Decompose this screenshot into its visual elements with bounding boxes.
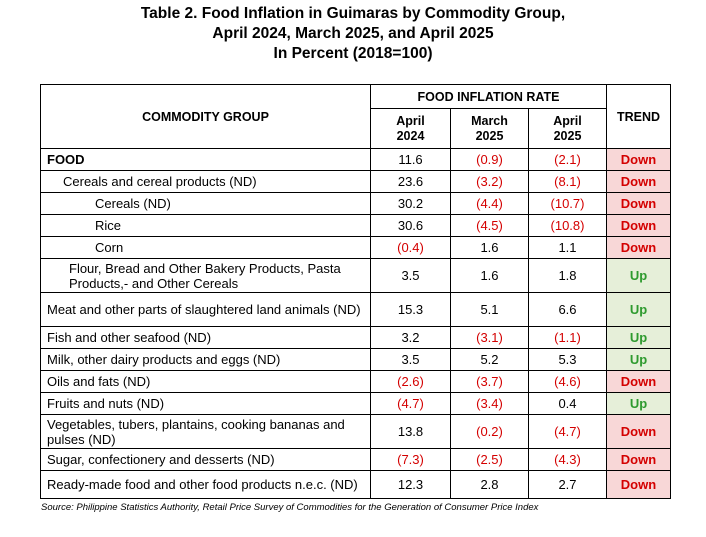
commodity-label: Cereals (ND) xyxy=(40,192,371,215)
value-april-2024: 15.3 xyxy=(370,292,451,327)
commodity-label: Fruits and nuts (ND) xyxy=(40,392,371,415)
value-april-2024: 12.3 xyxy=(370,470,451,499)
value-april-2025: 5.3 xyxy=(528,348,607,371)
value-march-2025: 2.8 xyxy=(450,470,529,499)
value-march-2025: (3.7) xyxy=(450,370,529,393)
value-april-2024: (4.7) xyxy=(370,392,451,415)
trend-badge: Down xyxy=(606,414,671,449)
value-march-2025: (3.2) xyxy=(450,170,529,193)
value-march-2025: (0.2) xyxy=(450,414,529,449)
value-april-2024: 30.2 xyxy=(370,192,451,215)
table-row: Cereals (ND) 30.2 (4.4) (10.7) Down xyxy=(40,192,671,215)
trend-badge: Down xyxy=(606,214,671,237)
commodity-label: Meat and other parts of slaughtered land… xyxy=(40,292,371,327)
commodity-label: Corn xyxy=(40,236,371,259)
trend-badge: Up xyxy=(606,392,671,415)
table-row: Milk, other dairy products and eggs (ND)… xyxy=(40,348,671,371)
trend-badge: Down xyxy=(606,192,671,215)
value-april-2025: 1.1 xyxy=(528,236,607,259)
commodity-label: Flour, Bread and Other Bakery Products, … xyxy=(40,258,371,293)
value-march-2025: (2.5) xyxy=(450,448,529,471)
value-april-2025: (4.7) xyxy=(528,414,607,449)
trend-badge: Down xyxy=(606,470,671,499)
title-line-3: In Percent (2018=100) xyxy=(273,45,433,62)
trend-badge: Up xyxy=(606,258,671,293)
trend-badge: Up xyxy=(606,348,671,371)
trend-badge: Down xyxy=(606,448,671,471)
value-april-2025: 2.7 xyxy=(528,470,607,499)
value-april-2025: 0.4 xyxy=(528,392,607,415)
commodity-label: Vegetables, tubers, plantains, cooking b… xyxy=(40,414,371,449)
table-row: Ready-made food and other food products … xyxy=(40,470,671,499)
value-april-2024: (2.6) xyxy=(370,370,451,393)
table-row: Rice 30.6 (4.5) (10.8) Down xyxy=(40,214,671,237)
header-commodity-group: COMMODITY GROUP xyxy=(40,84,371,149)
value-march-2025: (4.4) xyxy=(450,192,529,215)
title-line-1: Table 2. Food Inflation in Guimaras by C… xyxy=(140,5,566,22)
commodity-label: Ready-made food and other food products … xyxy=(40,470,371,499)
commodity-label: Cereals and cereal products (ND) xyxy=(40,170,371,193)
table-row: Vegetables, tubers, plantains, cooking b… xyxy=(40,414,671,449)
value-april-2024: (7.3) xyxy=(370,448,451,471)
value-april-2025: (2.1) xyxy=(528,148,607,171)
table-title: Table 2. Food Inflation in Guimaras by C… xyxy=(0,4,706,64)
commodity-label: Oils and fats (ND) xyxy=(40,370,371,393)
table-row: Fruits and nuts (ND) (4.7) (3.4) 0.4 Up xyxy=(40,392,671,415)
header-food-inflation-rate: FOOD INFLATION RATE xyxy=(370,84,607,109)
header-march-2025: March 2025 xyxy=(450,108,529,149)
table-row: FOOD 11.6 (0.9) (2.1) Down xyxy=(40,148,671,171)
value-april-2024: 13.8 xyxy=(370,414,451,449)
value-april-2024: 3.5 xyxy=(370,258,451,293)
trend-badge: Down xyxy=(606,236,671,259)
commodity-label: Fish and other seafood (ND) xyxy=(40,326,371,349)
table-row: Oils and fats (ND) (2.6) (3.7) (4.6) Down xyxy=(40,370,671,393)
table-row: Fish and other seafood (ND) 3.2 (3.1) (1.1)… xyxy=(40,326,671,349)
trend-badge: Down xyxy=(606,170,671,193)
value-march-2025: (0.9) xyxy=(450,148,529,171)
value-march-2025: 1.6 xyxy=(450,236,529,259)
value-april-2024: (0.4) xyxy=(370,236,451,259)
trend-badge: Up xyxy=(606,292,671,327)
trend-badge: Up xyxy=(606,326,671,349)
value-april-2025: (4.6) xyxy=(528,370,607,393)
value-april-2024: 30.6 xyxy=(370,214,451,237)
table-row: Sugar, confectionery and desserts (ND) (7… xyxy=(40,448,671,471)
value-april-2024: 3.5 xyxy=(370,348,451,371)
value-april-2025: (10.8) xyxy=(528,214,607,237)
trend-badge: Down xyxy=(606,370,671,393)
value-march-2025: (3.4) xyxy=(450,392,529,415)
value-march-2025: 5.2 xyxy=(450,348,529,371)
table-row: Corn (0.4) 1.6 1.1 Down xyxy=(40,236,671,259)
title-line-2: April 2024, March 2025, and April 2025 xyxy=(212,25,494,42)
trend-badge: Down xyxy=(606,148,671,171)
table-body: FOOD 11.6 (0.9) (2.1) Down Cereals and cereal… xyxy=(40,148,671,499)
commodity-label: Rice xyxy=(40,214,371,237)
header-april-2025: April 2025 xyxy=(528,108,607,149)
value-april-2025: 6.6 xyxy=(528,292,607,327)
value-april-2025: (10.7) xyxy=(528,192,607,215)
commodity-label: Milk, other dairy products and eggs (ND) xyxy=(40,348,371,371)
value-april-2024: 11.6 xyxy=(370,148,451,171)
value-march-2025: 1.6 xyxy=(450,258,529,293)
value-march-2025: (4.5) xyxy=(450,214,529,237)
table-row: Flour, Bread and Other Bakery Products, … xyxy=(40,258,671,293)
commodity-label: Sugar, confectionery and desserts (ND) xyxy=(40,448,371,471)
source-note: Source: Philippine Statistics Authority,… xyxy=(41,502,539,513)
value-april-2025: (4.3) xyxy=(528,448,607,471)
value-april-2024: 3.2 xyxy=(370,326,451,349)
value-april-2025: (1.1) xyxy=(528,326,607,349)
value-april-2025: (8.1) xyxy=(528,170,607,193)
commodity-label: FOOD xyxy=(40,148,371,171)
value-march-2025: (3.1) xyxy=(450,326,529,349)
header-trend: TREND xyxy=(606,84,671,149)
value-april-2024: 23.6 xyxy=(370,170,451,193)
table-row: Cereals and cereal products (ND) 23.6 (3.2… xyxy=(40,170,671,193)
header-april-2024: April 2024 xyxy=(370,108,451,149)
value-march-2025: 5.1 xyxy=(450,292,529,327)
table-row: Meat and other parts of slaughtered land… xyxy=(40,292,671,327)
food-inflation-table: COMMODITY GROUP FOOD INFLATION RATE TREN… xyxy=(40,84,671,499)
value-april-2025: 1.8 xyxy=(528,258,607,293)
